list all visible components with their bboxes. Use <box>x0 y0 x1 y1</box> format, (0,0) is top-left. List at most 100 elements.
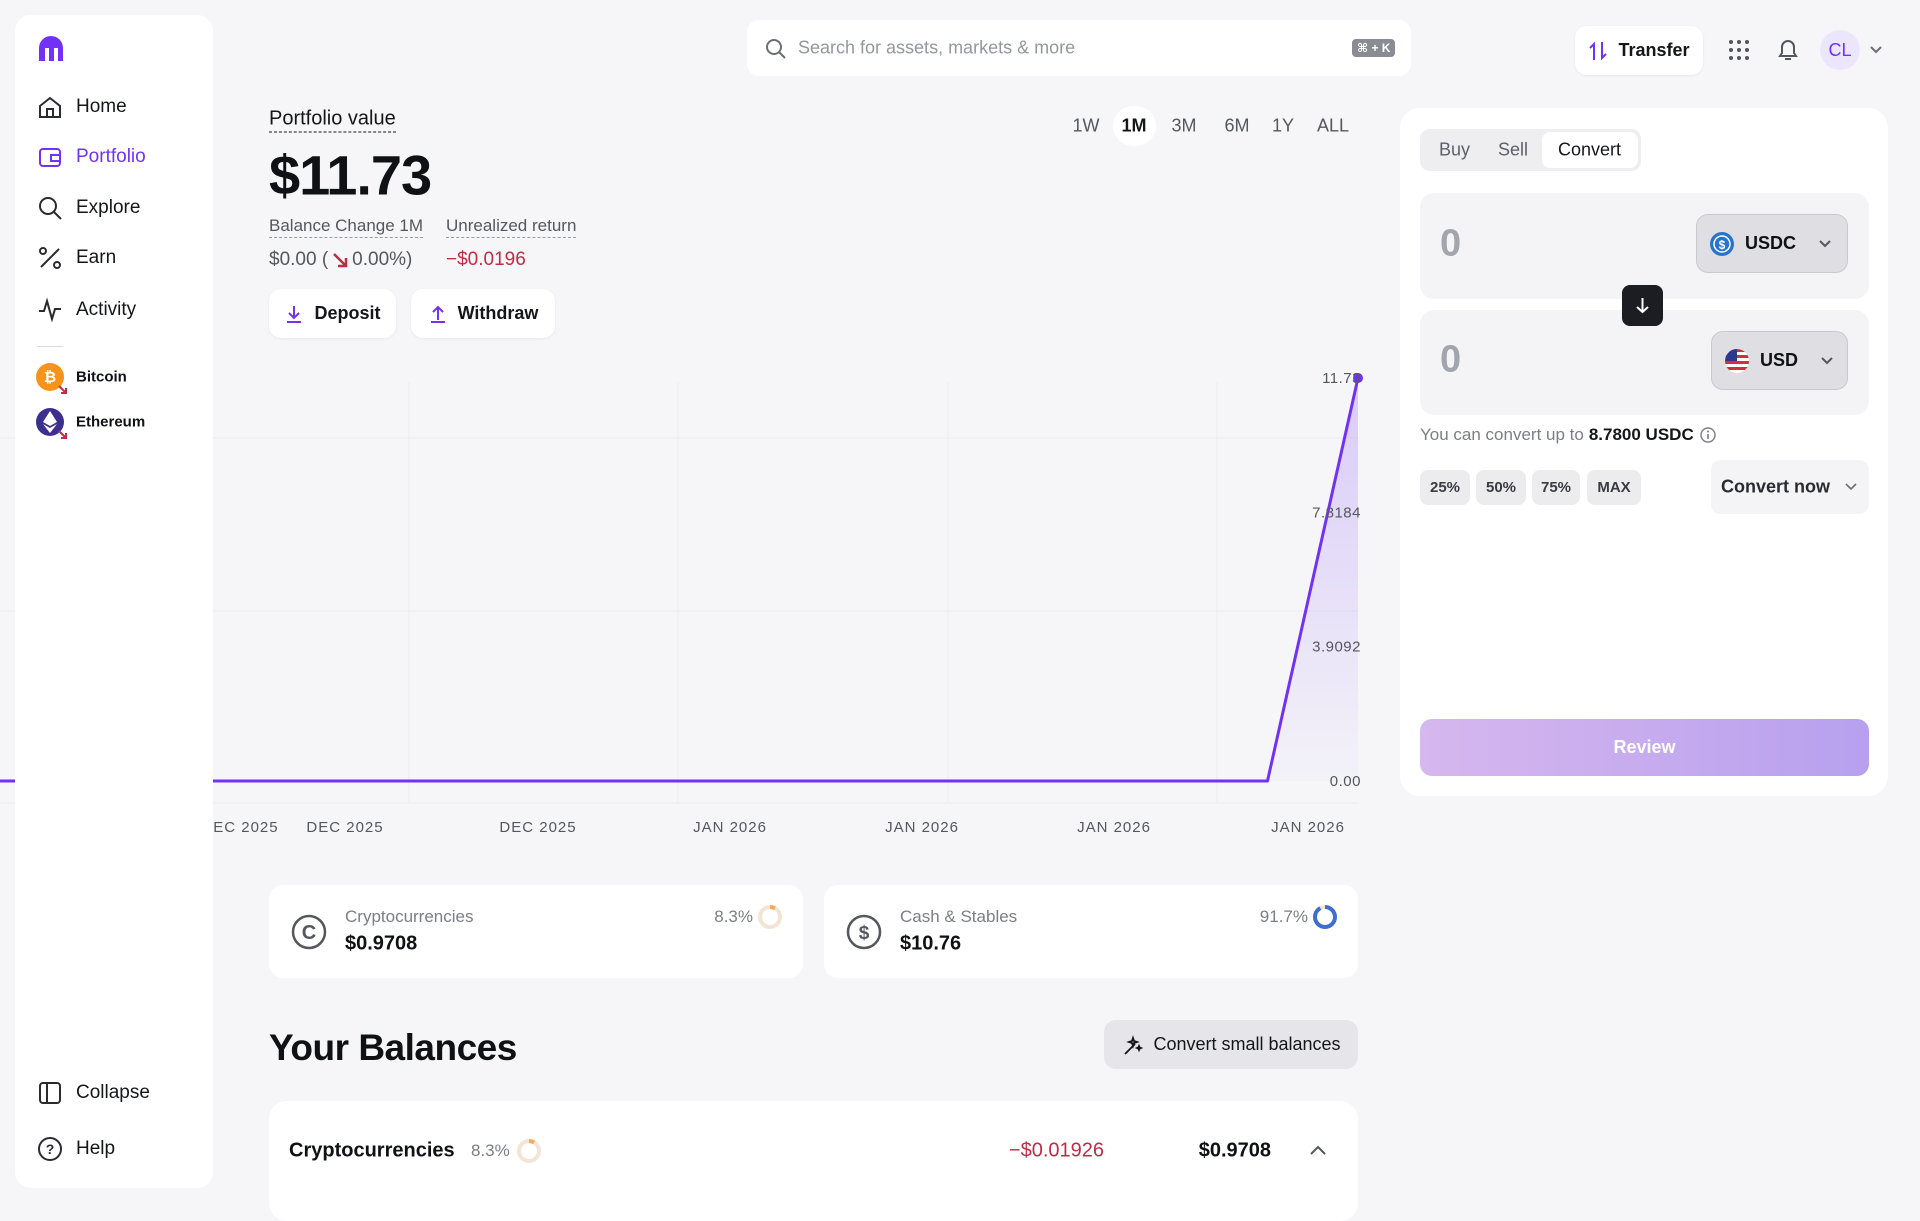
percent-max[interactable]: MAX <box>1587 470 1641 505</box>
x-tick-label: JAN 2026 <box>1271 819 1345 836</box>
info-icon[interactable] <box>1699 426 1717 444</box>
percent-75[interactable]: 75% <box>1532 470 1580 505</box>
to-asset-select[interactable]: USD <box>1711 331 1848 390</box>
apps-icon[interactable] <box>1727 38 1751 62</box>
balances-title: Your Balances <box>269 1027 517 1068</box>
help[interactable]: Help <box>76 1138 116 1159</box>
share-donut <box>517 1139 541 1163</box>
collapse-icon <box>39 1082 61 1104</box>
explore-icon <box>39 197 62 220</box>
swap-button[interactable] <box>1622 285 1663 326</box>
chart-grid <box>0 382 1358 804</box>
svg-text:$: $ <box>1719 238 1726 252</box>
from-asset-select[interactable]: $ USDC <box>1696 214 1848 273</box>
asset-bitcoin[interactable]: Bitcoin <box>76 368 127 386</box>
x-tick-label: DEC 2025 <box>499 819 576 836</box>
nav-home[interactable]: Home <box>76 96 127 117</box>
to-asset: USD <box>1760 350 1799 370</box>
allocation-share: 8.3% <box>714 907 753 926</box>
collapse[interactable]: Collapse <box>76 1082 150 1103</box>
from-input[interactable]: 0 $ USDC <box>1420 193 1869 299</box>
mode-select[interactable]: Convert now <box>1711 460 1869 514</box>
range-tab[interactable]: 6M <box>1224 115 1250 136</box>
limit-value: 8.7800 USDC <box>1588 425 1694 444</box>
to-input[interactable]: 0 USD <box>1420 310 1869 415</box>
y-tick-label: 7.8184 <box>1312 504 1361 521</box>
balance-change-label[interactable]: Balance Change 1M <box>269 216 424 238</box>
donut-track <box>517 1139 541 1163</box>
help-icon: ? <box>38 1137 62 1161</box>
asset-ethereum[interactable]: Ethereum <box>76 413 146 431</box>
group-value: $0.9708 <box>1198 1139 1271 1162</box>
bitcoin-icon: ₿ <box>36 363 67 394</box>
earn-icon <box>39 247 61 269</box>
svg-text:C: C <box>302 922 316 944</box>
trade-tabs <box>1420 129 1641 171</box>
nav-portfolio[interactable]: Portfolio <box>76 146 146 167</box>
y-tick-label: 11.73 <box>1322 370 1361 387</box>
deposit-icon <box>287 305 302 323</box>
share-donut <box>1313 905 1337 929</box>
percent-50[interactable]: 50% <box>1476 470 1526 505</box>
chart-line <box>0 377 1360 783</box>
search-placeholder: Search for assets, markets & more <box>798 37 1076 58</box>
unrealized-label[interactable]: Unrealized return <box>446 216 577 238</box>
donut-arc <box>517 1139 541 1163</box>
ethereum-icon <box>36 408 67 439</box>
usdc-icon: $ <box>1710 231 1734 256</box>
convert-small-button[interactable]: Convert small balances <box>1104 1020 1358 1069</box>
range-tab[interactable]: 3M <box>1171 115 1197 136</box>
down-arrow <box>333 253 348 268</box>
allocation-cash-card[interactable]: $ Cash & Stables $10.76 91.7% <box>824 885 1358 978</box>
range-tab[interactable]: ALL <box>1316 115 1350 136</box>
notifications-icon[interactable] <box>1776 37 1800 63</box>
group-name[interactable]: Cryptocurrencies <box>289 1139 455 1162</box>
to-amount: 0 <box>1440 338 1462 381</box>
range-tab[interactable]: 1Y <box>1271 115 1295 136</box>
review-button[interactable]: Review <box>1420 719 1869 776</box>
y-tick-label: 3.9092 <box>1312 639 1361 656</box>
avatar-chevron[interactable] <box>1869 44 1883 56</box>
chevron <box>1845 483 1857 491</box>
search-bar[interactable]: Search for assets, markets & more ⌘ + K <box>747 20 1411 76</box>
mode-label: Convert now <box>1721 476 1831 497</box>
range-tab[interactable]: 1W <box>1072 115 1100 136</box>
from-amount: 0 <box>1440 222 1462 265</box>
range-tab[interactable]: 1M <box>1121 115 1147 136</box>
divider <box>37 346 63 347</box>
x-tick-label: JAN 2026 <box>693 819 767 836</box>
range-selected-pill <box>1113 106 1156 146</box>
portfolio-icon <box>39 148 61 167</box>
search-icon <box>766 39 786 59</box>
logo <box>39 36 63 61</box>
convert-small-label: Convert small balances <box>1153 1034 1341 1054</box>
balance-change-amount: $0.00 ( <box>269 249 329 270</box>
from-asset: USDC <box>1745 233 1797 253</box>
percent-25[interactable]: 25% <box>1420 470 1470 505</box>
limit-prefix: You can convert up to <box>1420 425 1584 444</box>
deposit-button[interactable]: Deposit <box>269 289 396 338</box>
tab-sell[interactable]: Sell <box>1498 139 1529 160</box>
tab-convert[interactable]: Convert <box>1558 139 1622 160</box>
nav-activity[interactable]: Activity <box>76 299 137 320</box>
balances-card: Cryptocurrencies 8.3% −$0.01926 $0.9708 <box>269 1101 1358 1221</box>
avatar[interactable]: CL <box>1820 30 1860 70</box>
donut-track <box>758 905 782 929</box>
allocation-crypto-card[interactable]: C Cryptocurrencies $0.9708 8.3% <box>269 885 803 978</box>
portfolio-title[interactable]: Portfolio value <box>269 108 396 133</box>
activity-icon <box>39 297 61 323</box>
transfer-button[interactable]: Transfer <box>1575 26 1703 75</box>
svg-text:$: $ <box>859 923 870 944</box>
nav-explore[interactable]: Explore <box>76 197 141 218</box>
nav-earn[interactable]: Earn <box>76 247 117 268</box>
group-return: −$0.01926 <box>1008 1139 1104 1162</box>
usd-flag <box>1725 348 1749 373</box>
tab-buy[interactable]: Buy <box>1439 139 1471 160</box>
collapse-chevron[interactable] <box>1309 1143 1327 1157</box>
chevron <box>1821 356 1833 364</box>
sparkle-icon <box>1124 1034 1144 1055</box>
withdraw-button[interactable]: Withdraw <box>411 289 555 338</box>
unrealized-return: −$0.0196 <box>446 249 526 270</box>
